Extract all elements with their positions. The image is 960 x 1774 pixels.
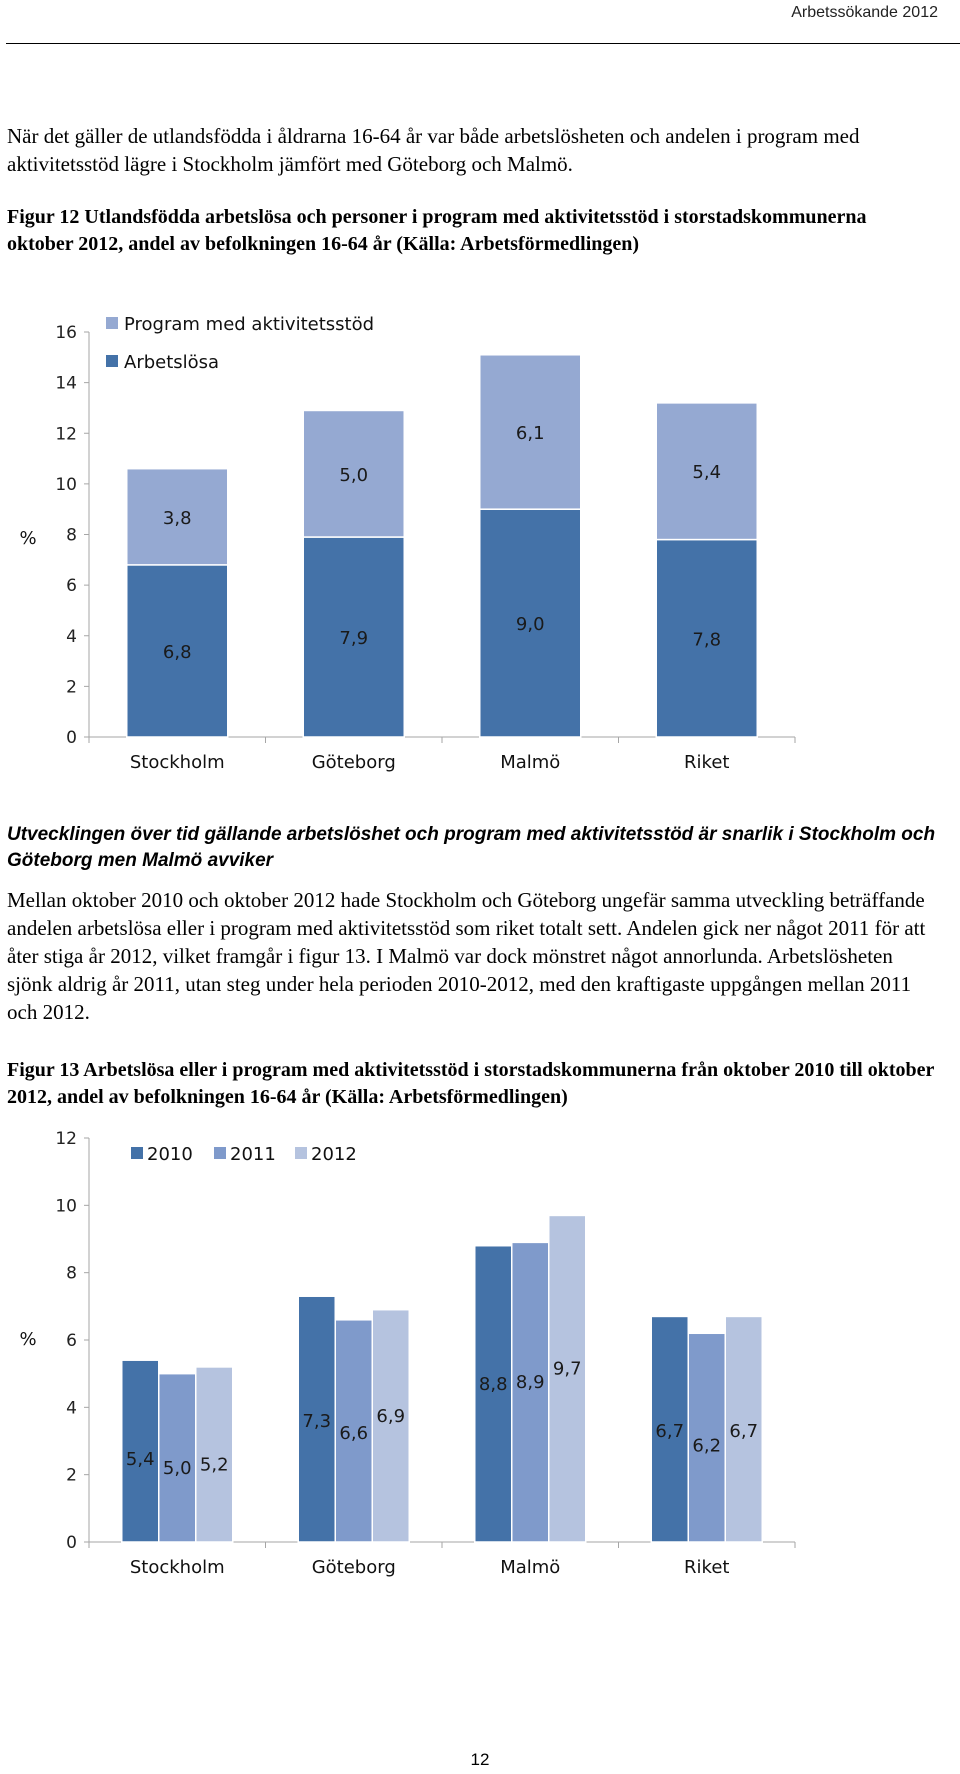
x-tick-label-goteborg: Göteborg <box>312 752 396 773</box>
bar-2012-stockholm <box>195 1366 234 1543</box>
data-label-2012-stockholm: 5,2 <box>200 1454 229 1475</box>
y-tick-label: 8 <box>66 526 77 546</box>
y-tick-label: 12 <box>55 424 77 444</box>
y-tick-label: 2 <box>66 1466 77 1486</box>
data-label-program-med-aktivitetsstod-goteborg: 5,0 <box>339 465 368 486</box>
data-label-2011-goteborg: 6,6 <box>339 1423 368 1444</box>
bar-2011-malmo <box>511 1241 550 1543</box>
y-tick-label: 0 <box>66 1533 77 1553</box>
data-label-program-med-aktivitetsstod-stockholm: 3,8 <box>163 508 192 529</box>
bar-program-med-aktivitetsstod-goteborg <box>302 409 405 538</box>
bar-2012-riket <box>724 1315 763 1543</box>
y-tick-label: 10 <box>55 475 77 495</box>
data-label-2011-malmo: 8,9 <box>516 1372 545 1393</box>
y-tick-label: 14 <box>55 374 77 394</box>
y-tick-label: 4 <box>66 1398 77 1418</box>
legend-label-2012: 2012 <box>311 1144 357 1165</box>
legend-label-program-med-aktivitetsstod: Program med aktivitetsstöd <box>124 314 374 335</box>
bar-2010-goteborg <box>297 1295 336 1543</box>
y-tick-label: 4 <box>66 627 77 647</box>
x-tick-label-stockholm: Stockholm <box>130 1557 225 1578</box>
bar-2010-riket <box>650 1315 689 1543</box>
bar-arbetslosa-riket <box>655 538 758 738</box>
legend-label-2011: 2011 <box>230 1144 276 1165</box>
y-tick-label: 0 <box>66 728 77 748</box>
figure-12-chart: 0 2 4 6 8 10 12 14 16 Stockholm Göteborg Malmö Riket… <box>0 300 960 790</box>
data-label-arbetslosa-goteborg: 7,9 <box>339 628 368 649</box>
data-label-2010-malmo: 8,8 <box>479 1374 508 1395</box>
bar-arbetslosa-stockholm <box>126 564 229 738</box>
legend-label-arbetslosa: Arbetslösa <box>124 352 219 373</box>
x-tick-label-riket: Riket <box>684 1557 729 1578</box>
x-tick-label-stockholm: Stockholm <box>130 752 225 773</box>
data-label-arbetslosa-stockholm: 6,8 <box>163 642 192 663</box>
bar-2011-riket <box>687 1332 726 1543</box>
x-tick-label-malmo: Malmö <box>500 752 560 773</box>
x-tick-label-riket: Riket <box>684 752 729 773</box>
header-rule <box>6 43 960 44</box>
section-subheading: Utvecklingen över tid gällande arbetslös… <box>7 824 936 871</box>
bar-2012-goteborg <box>371 1308 410 1543</box>
data-label-arbetslosa-riket: 7,8 <box>692 629 721 650</box>
figure-13-caption: Figur 13 Arbetslösa eller i program med … <box>7 1059 935 1108</box>
legend-swatch-2011 <box>214 1147 226 1159</box>
y-tick-label: 6 <box>66 576 77 596</box>
y-tick-label: 12 <box>55 1129 77 1149</box>
y-tick-label: 6 <box>66 1331 77 1351</box>
legend-swatch-2010 <box>131 1147 143 1159</box>
legend-swatch-program-med-aktivitetsstod <box>106 317 118 329</box>
figure-13-chart: 0 2 4 6 8 10 12 Stockholm Göteborg Malmö Riket% 5,4… <box>0 1120 960 1590</box>
bar-arbetslosa-malmo <box>479 508 582 738</box>
bar-2011-goteborg <box>334 1319 373 1543</box>
y-tick-label: 16 <box>55 323 77 343</box>
page-number: 12 <box>470 1750 490 1769</box>
data-label-2011-riket: 6,2 <box>692 1436 721 1457</box>
legend-swatch-2012 <box>295 1147 307 1159</box>
running-header: Arbetssökande 2012 <box>791 4 938 21</box>
data-label-2011-stockholm: 5,0 <box>163 1458 192 1479</box>
y-tick-label: 10 <box>55 1196 77 1216</box>
data-label-2010-riket: 6,7 <box>655 1421 684 1442</box>
figure-12-svg: 0 2 4 6 8 10 12 14 16 Stockholm Göteborg Malmö Riket… <box>19 314 796 773</box>
data-label-2012-malmo: 9,7 <box>553 1359 582 1380</box>
y-tick-label: 8 <box>66 1264 77 1284</box>
data-label-2012-riket: 6,7 <box>729 1421 758 1442</box>
bar-arbetslosa-goteborg <box>302 536 405 738</box>
data-label-program-med-aktivitetsstod-riket: 5,4 <box>692 462 721 483</box>
legend-swatch-arbetslosa <box>106 355 118 367</box>
x-tick-label-goteborg: Göteborg <box>312 1557 396 1578</box>
y-tick-label: 2 <box>66 677 77 697</box>
y-axis-label: % <box>19 528 36 549</box>
data-label-program-med-aktivitetsstod-malmo: 6,1 <box>516 423 545 444</box>
data-label-2010-goteborg: 7,3 <box>302 1411 331 1432</box>
intro-paragraph: När det gäller de utlandsfödda i åldrarn… <box>7 124 860 176</box>
figure-13-svg: 0 2 4 6 8 10 12 Stockholm Göteborg Malmö Riket% 5,4… <box>19 1129 796 1578</box>
y-axis-label: % <box>19 1329 36 1350</box>
data-label-2012-goteborg: 6,9 <box>376 1406 405 1427</box>
legend-label-2010: 2010 <box>147 1144 193 1165</box>
figure-12-caption: Figur 12 Utlandsfödda arbetslösa och per… <box>7 206 867 255</box>
bar-2010-malmo <box>474 1244 513 1543</box>
bar-program-med-aktivitetsstod-riket <box>655 402 758 541</box>
development-paragraph: Mellan oktober 2010 och oktober 2012 had… <box>7 888 926 1024</box>
bar-program-med-aktivitetsstod-stockholm <box>126 467 229 566</box>
data-label-2010-stockholm: 5,4 <box>126 1449 155 1470</box>
x-tick-label-malmo: Malmö <box>500 1557 560 1578</box>
bar-program-med-aktivitetsstod-malmo <box>479 354 582 510</box>
data-label-arbetslosa-malmo: 9,0 <box>516 614 545 635</box>
bar-2012-malmo <box>548 1214 587 1543</box>
